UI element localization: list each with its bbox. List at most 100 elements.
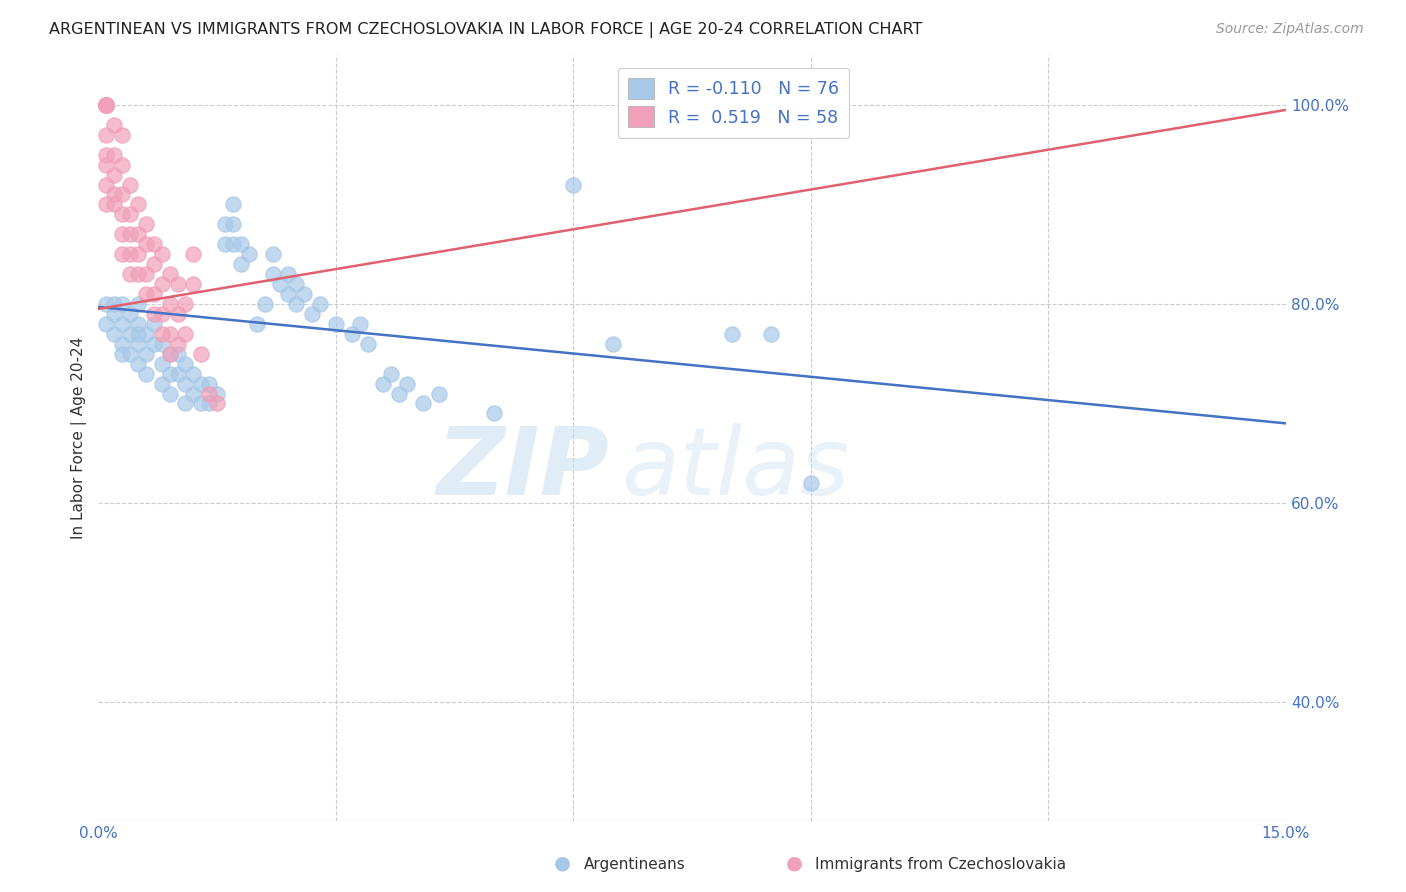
- Point: [484, 406, 506, 420]
- Point: [127, 317, 149, 331]
- Point: [253, 297, 276, 311]
- Point: [159, 347, 181, 361]
- Point: [142, 336, 165, 351]
- Point: [373, 376, 395, 391]
- Point: [127, 197, 149, 211]
- Text: Source: ZipAtlas.com: Source: ZipAtlas.com: [1216, 22, 1364, 37]
- Point: [166, 336, 188, 351]
- Point: [135, 347, 157, 361]
- Point: [118, 307, 141, 321]
- Text: atlas: atlas: [621, 424, 849, 515]
- Point: [309, 297, 332, 311]
- Point: [150, 277, 173, 291]
- Point: [103, 307, 125, 321]
- Point: [118, 267, 141, 281]
- Point: [135, 217, 157, 231]
- Point: [190, 376, 212, 391]
- Point: [198, 376, 221, 391]
- Point: [150, 336, 173, 351]
- Point: [412, 396, 434, 410]
- Point: [159, 297, 181, 311]
- Point: [205, 396, 228, 410]
- Point: [96, 98, 118, 112]
- Point: [229, 237, 252, 252]
- Point: [159, 347, 181, 361]
- Point: [174, 396, 197, 410]
- Point: [135, 326, 157, 341]
- Legend: R = -0.110   N = 76, R =  0.519   N = 58: R = -0.110 N = 76, R = 0.519 N = 58: [617, 68, 849, 137]
- Y-axis label: In Labor Force | Age 20-24: In Labor Force | Age 20-24: [72, 337, 87, 540]
- Point: [96, 128, 118, 142]
- Point: [111, 207, 134, 221]
- Point: [96, 98, 118, 112]
- Point: [800, 476, 823, 491]
- Point: [150, 376, 173, 391]
- Point: [96, 178, 118, 192]
- Point: [127, 227, 149, 242]
- Point: [222, 217, 245, 231]
- Point: [183, 367, 205, 381]
- Point: [183, 247, 205, 261]
- Point: [174, 357, 197, 371]
- Point: [246, 317, 269, 331]
- Point: [118, 227, 141, 242]
- Point: [214, 217, 236, 231]
- Text: ●: ●: [554, 854, 571, 872]
- Point: [135, 367, 157, 381]
- Point: [103, 197, 125, 211]
- Point: [159, 326, 181, 341]
- Point: [103, 118, 125, 132]
- Text: ZIP: ZIP: [436, 423, 609, 515]
- Point: [118, 207, 141, 221]
- Point: [111, 128, 134, 142]
- Point: [159, 367, 181, 381]
- Point: [166, 347, 188, 361]
- Point: [222, 197, 245, 211]
- Point: [190, 396, 212, 410]
- Point: [269, 277, 291, 291]
- Point: [135, 237, 157, 252]
- Point: [214, 237, 236, 252]
- Text: ARGENTINEAN VS IMMIGRANTS FROM CZECHOSLOVAKIA IN LABOR FORCE | AGE 20-24 CORRELA: ARGENTINEAN VS IMMIGRANTS FROM CZECHOSLO…: [49, 22, 922, 38]
- Point: [96, 98, 118, 112]
- Point: [292, 287, 315, 301]
- Point: [96, 98, 118, 112]
- Point: [111, 336, 134, 351]
- Point: [96, 147, 118, 161]
- Point: [111, 158, 134, 172]
- Point: [127, 336, 149, 351]
- Point: [118, 326, 141, 341]
- Point: [205, 386, 228, 401]
- Point: [142, 237, 165, 252]
- Point: [198, 386, 221, 401]
- Point: [198, 396, 221, 410]
- Point: [103, 168, 125, 182]
- Point: [96, 98, 118, 112]
- Point: [159, 267, 181, 281]
- Point: [159, 386, 181, 401]
- Point: [127, 326, 149, 341]
- Point: [135, 267, 157, 281]
- Point: [229, 257, 252, 271]
- Point: [111, 187, 134, 202]
- Text: Immigrants from Czechoslovakia: Immigrants from Czechoslovakia: [815, 857, 1067, 872]
- Point: [135, 287, 157, 301]
- Point: [285, 277, 308, 291]
- Point: [150, 247, 173, 261]
- Point: [262, 267, 284, 281]
- Point: [190, 347, 212, 361]
- Point: [166, 277, 188, 291]
- Point: [238, 247, 260, 261]
- Text: Argentineans: Argentineans: [583, 857, 685, 872]
- Point: [111, 347, 134, 361]
- Point: [340, 326, 363, 341]
- Point: [562, 178, 585, 192]
- Point: [388, 386, 411, 401]
- Point: [720, 326, 742, 341]
- Point: [602, 336, 624, 351]
- Point: [96, 158, 118, 172]
- Point: [127, 247, 149, 261]
- Point: [166, 307, 188, 321]
- Point: [262, 247, 284, 261]
- Point: [127, 357, 149, 371]
